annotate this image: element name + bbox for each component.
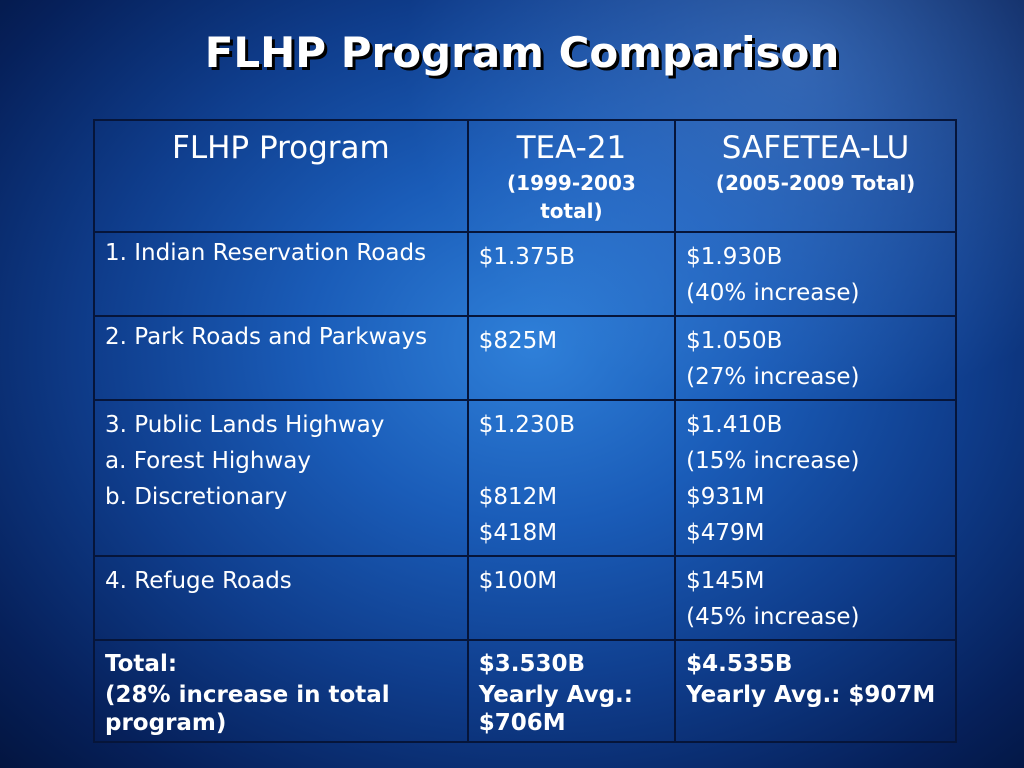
program-name: 3. Public Lands Highway	[105, 412, 385, 438]
safetea-cell: $1.930B (40% increase)	[674, 231, 957, 317]
tea21-value: $812M	[478, 484, 558, 510]
tea21-value: $1.375B	[478, 244, 575, 270]
program-cell: 4. Refuge Roads	[93, 555, 469, 641]
total-program-cell: Total: (28% increase in total program)	[93, 639, 469, 743]
safetea-increase: (45% increase)	[686, 604, 860, 630]
program-name: 2. Park Roads and Parkways	[105, 324, 428, 350]
tea21-value	[479, 443, 664, 479]
safetea-value: $931M	[686, 484, 765, 510]
comparison-table: FLHP Program TEA-21 (1999-2003 total) SA…	[93, 119, 957, 743]
total-label: Total:	[105, 651, 178, 677]
tea21-cell: $1.230B $812M $418M	[466, 399, 677, 557]
table-row: 3. Public Lands Highway a. Forest Highwa…	[93, 399, 957, 557]
total-tea21-avg: Yearly Avg.: $706M	[478, 682, 633, 736]
program-cell: 3. Public Lands Highway a. Forest Highwa…	[93, 399, 469, 557]
slide-title: FLHP Program Comparison	[204, 28, 840, 77]
program-cell: 1. Indian Reservation Roads	[93, 231, 469, 317]
safetea-value: $1.410B	[686, 412, 783, 438]
tea21-cell: $100M	[466, 555, 677, 641]
safetea-cell: $1.410B (15% increase) $931M $479M	[674, 399, 957, 557]
safetea-value: $145M	[686, 568, 765, 594]
header-tea21-sub: (1999-2003 total)	[507, 171, 636, 223]
program-subname: a. Forest Highway	[105, 448, 311, 474]
safetea-cell: $1.050B (27% increase)	[674, 315, 957, 401]
table-row: 4. Refuge Roads $100M $145M (45% increas…	[93, 555, 957, 641]
header-safetea: SAFETEA-LU (2005-2009 Total)	[674, 119, 957, 233]
header-tea21-label: TEA-21	[516, 130, 627, 166]
program-name: 4. Refuge Roads	[105, 568, 292, 594]
table-row: 1. Indian Reservation Roads $1.375B $1.9…	[93, 231, 957, 317]
tea21-value: $418M	[478, 520, 558, 546]
header-program-label: FLHP Program	[171, 130, 390, 166]
safetea-increase: (40% increase)	[686, 280, 860, 306]
header-safetea-sub: (2005-2009 Total)	[715, 171, 916, 195]
program-subname: b. Discretionary	[105, 484, 288, 510]
tea21-value: $1.230B	[478, 412, 575, 438]
program-cell: 2. Park Roads and Parkways	[93, 315, 469, 401]
tea21-value: $825M	[478, 328, 558, 354]
header-safetea-label: SAFETEA-LU	[721, 130, 910, 166]
safetea-value: $1.050B	[686, 328, 783, 354]
total-safetea-avg: Yearly Avg.: $907M	[686, 682, 936, 708]
safetea-increase: (27% increase)	[686, 364, 860, 390]
program-name: 1. Indian Reservation Roads	[105, 240, 427, 266]
table-row: 2. Park Roads and Parkways $825M $1.050B…	[93, 315, 957, 401]
safetea-value: $479M	[686, 520, 765, 546]
tea21-cell: $825M	[466, 315, 677, 401]
total-safetea-value: $4.535B	[686, 651, 793, 677]
total-row: Total: (28% increase in total program) $…	[93, 639, 957, 743]
total-increase: (28% increase in total program)	[105, 682, 390, 736]
total-tea21-value: $3.530B	[478, 651, 586, 677]
total-safetea-cell: $4.535B Yearly Avg.: $907M	[674, 639, 957, 743]
header-row: FLHP Program TEA-21 (1999-2003 total) SA…	[93, 119, 957, 233]
safetea-cell: $145M (45% increase)	[674, 555, 957, 641]
tea21-value: $100M	[478, 568, 558, 594]
safetea-value: $1.930B	[686, 244, 783, 270]
header-tea21: TEA-21 (1999-2003 total)	[466, 119, 677, 233]
total-tea21-cell: $3.530B Yearly Avg.: $706M	[466, 639, 677, 743]
tea21-cell: $1.375B	[466, 231, 677, 317]
safetea-increase: (15% increase)	[686, 448, 860, 474]
header-program: FLHP Program	[93, 119, 469, 233]
